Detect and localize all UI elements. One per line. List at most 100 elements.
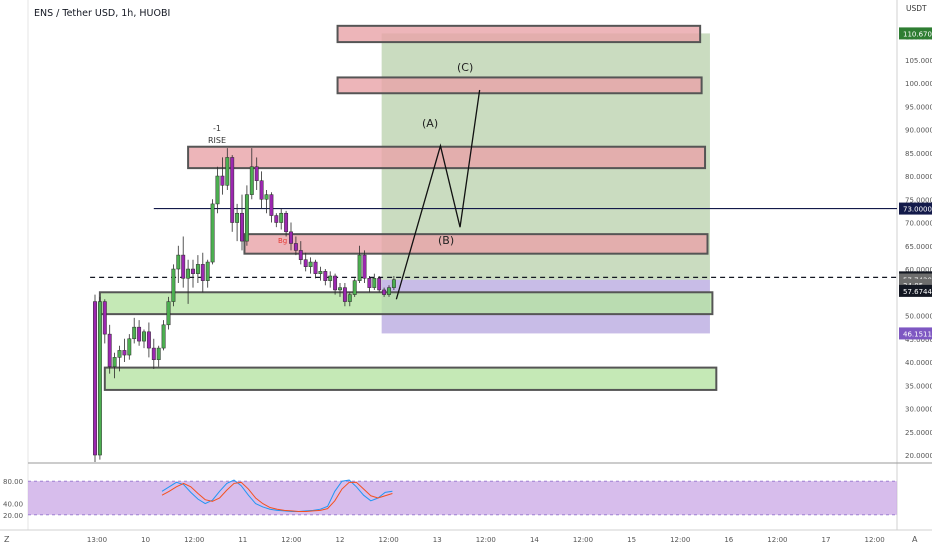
price-tick-label: 25.0000 [905,429,932,437]
price-tick-label: 35.0000 [905,382,932,390]
candle [161,324,166,349]
price-badge-label: 46.1511 [903,330,932,338]
candle [342,287,347,302]
candle [127,338,132,356]
candle [122,350,127,356]
price-badge-label: 110.6709 [903,30,932,38]
price-tick-label: 80.0000 [905,173,932,181]
price-tick-label: 65.0000 [905,243,932,251]
oscillator-axis: 80.00 40.00 20.00 [3,478,23,520]
candle [230,157,235,223]
oscillator-line-D [161,481,393,512]
candle [338,287,342,291]
candle [205,261,210,281]
time-tick-label: 12:00 [670,536,690,544]
price-axis[interactable]: 110.0000105.0000100.000095.000090.000085… [905,34,932,461]
auto-scale-button[interactable]: A [912,535,918,544]
candle [279,212,284,223]
price-tick-label: 45.0000 [905,336,932,344]
candle [352,280,357,295]
candle [259,180,264,200]
candle [137,326,142,342]
time-tick-label: 12:00 [767,536,787,544]
time-tick-label: 11 [238,536,247,544]
candle [308,261,313,267]
candle [372,278,377,288]
candle [274,215,279,223]
price-badge [899,284,932,297]
candle [107,333,112,367]
time-tick-label: 12:00 [379,536,399,544]
price-badge [899,27,932,40]
time-tick-label: 17 [822,536,831,544]
time-tick-label: 14 [530,536,539,544]
candle [303,259,308,267]
oscillator-band [28,481,897,515]
time-tick-label: 12:00 [281,536,301,544]
wave-layer [395,89,481,300]
wave-path[interactable] [395,89,481,300]
candle [132,326,137,340]
candle [220,175,225,186]
supply-zone-3[interactable] [243,233,709,255]
candle [102,301,107,335]
time-tick-label: 12:00 [476,536,496,544]
timezone-marker[interactable]: Z [4,535,10,544]
price-tick-label: 20.0000 [905,452,932,460]
candle [117,350,122,358]
candle [225,157,230,186]
price-badge [899,327,932,340]
candle [151,347,156,360]
candle [146,331,151,349]
candle [357,254,362,281]
supply-zone-1[interactable] [336,76,703,95]
candle [176,254,181,270]
zones-layer [98,24,718,391]
candle [210,203,215,263]
candle [391,279,396,288]
time-tick-label: 12:00 [573,536,593,544]
candle [362,254,367,279]
candle [382,289,387,295]
candle [186,268,191,279]
candle [298,250,303,260]
time-tick-label: 12:00 [184,536,204,544]
time-axis[interactable]: 13:00 10 12:00 11 12:00 12 12:00 13 12:00 14 12:00… [87,536,885,544]
time-tick-label: 12 [336,536,345,544]
candle [293,243,298,251]
price-badges: 110.670973.000058.211357.742034:0557.674… [899,27,932,340]
oscillator-pane [28,479,897,516]
supply-zone-0[interactable] [336,24,702,44]
symbol-title[interactable]: ENS / Tether USD, 1h, HUOBI [34,8,170,19]
rise-label: RISE [208,136,226,145]
oscillator-tick-label: 80.00 [3,478,23,486]
candle [156,347,161,360]
demand-zone-4[interactable] [98,291,714,316]
candle [142,331,146,342]
candle [249,166,254,195]
demand-zone-5[interactable] [103,366,718,391]
supply-zone-2[interactable] [187,145,707,170]
candles-layer [93,148,396,462]
price-badge-label: 57.6744 [903,288,932,296]
currency-label: USDT [906,4,927,13]
candle [195,264,200,274]
price-tick-label: 60.0000 [905,266,932,274]
time-tick-label: 15 [627,536,636,544]
candle [93,301,97,456]
price-tick-label: 40.0000 [905,359,932,367]
lines-layer [90,207,897,278]
candle [347,294,352,302]
candle [112,357,117,367]
oscillator-line-K [161,479,393,512]
candle [97,301,102,456]
wave-c-label: (C) [457,61,473,74]
wave-b-label: (B) [438,234,454,247]
price-tick-label: 95.0000 [905,103,932,111]
candle [215,175,220,205]
title-backdrop [30,4,210,20]
time-tick-label: 13:00 [87,536,107,544]
price-tick-label: 30.0000 [905,406,932,414]
